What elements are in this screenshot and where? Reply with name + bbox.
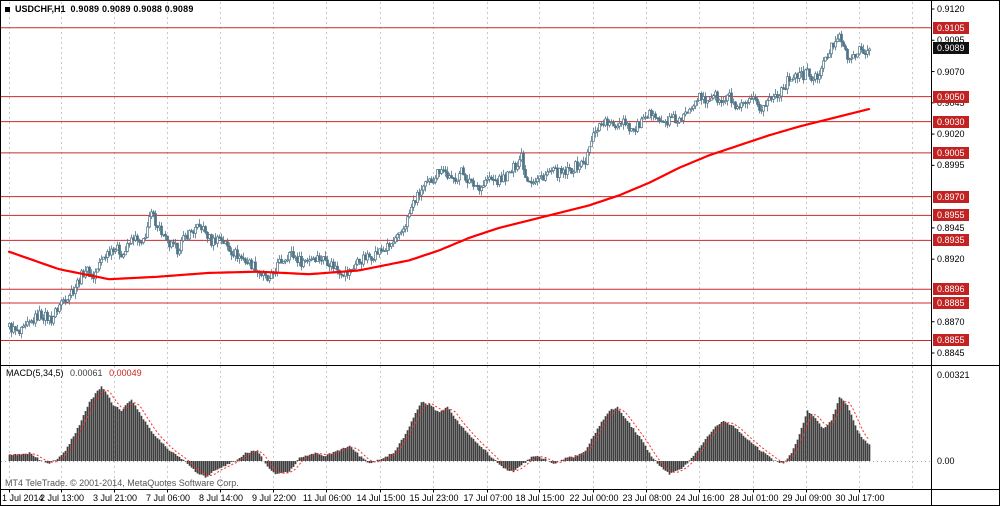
price-axis-label: 0.9070: [937, 66, 965, 77]
time-axis-label: 8 Jul 14:00: [198, 493, 244, 503]
price-axis-label: 0.9020: [937, 129, 965, 140]
price-level-badge: 0.8896: [933, 283, 969, 296]
price-level-badge: 0.8885: [933, 296, 969, 309]
price-level-badge: 0.8855: [933, 334, 969, 347]
macd-main-value: 0.00061: [70, 368, 103, 378]
time-axis-label: 29 Jul 09:00: [782, 493, 832, 503]
price-axis-label: 0.9120: [937, 4, 965, 14]
time-axis-label: 28 Jul 01:00: [729, 493, 779, 503]
macd-signal-value: 0.00049: [109, 368, 142, 378]
price-axis[interactable]: 0.9120 0.9095 0.9070 0.9045 0.9020 0.8995 0.89…: [932, 1, 999, 505]
chart-ohlc-values: 0.9089 0.9089 0.9088 0.9089: [70, 4, 194, 14]
time-axis-label: 17 Jul 07:00: [463, 493, 513, 503]
price-level-badge: 0.8955: [933, 209, 969, 222]
price-level-badge: 0.8970: [933, 190, 969, 203]
time-axis-label: 14 Jul 15:00: [356, 493, 406, 503]
chart-symbol-label: USDCHF,H1: [15, 4, 66, 14]
macd-axis-label: 0.00321: [937, 370, 970, 380]
price-level-badge: 0.8935: [933, 234, 969, 247]
time-axis-label: 3 Jul 21:00: [92, 493, 138, 503]
time-axis-label: 2 Jul 13:00: [39, 493, 85, 503]
time-axis-label: 24 Jul 16:00: [675, 493, 725, 503]
time-axis-label: 1 Jul 2014: [2, 493, 44, 503]
time-axis-label: 22 Jul 00:00: [569, 493, 619, 503]
price-axis-label: 0.9095: [937, 35, 965, 46]
time-axis[interactable]: 1 Jul 2014 2 Jul 13:00 3 Jul 21:00 7 Jul 06…: [1, 490, 931, 505]
chart-header: USDCHF,H1 0.9089 0.9089 0.9088 0.9089: [5, 4, 194, 14]
chart-symbol-icon: [5, 6, 10, 12]
time-axis-label: 30 Jul 17:00: [835, 493, 885, 503]
price-axis-label: 0.8920: [937, 254, 965, 265]
current-price-badge: 0.9089: [933, 41, 969, 54]
time-axis-label: 7 Jul 06:00: [145, 493, 191, 503]
price-axis-label: 0.8945: [937, 222, 965, 233]
time-axis-label: 9 Jul 22:00: [251, 493, 297, 503]
time-axis-label: 18 Jul 15:00: [515, 493, 565, 503]
macd-name: MACD(5,34,5): [6, 368, 64, 378]
time-axis-label: 11 Jul 06:00: [302, 493, 352, 503]
price-level-badge: 0.9005: [933, 146, 969, 159]
time-axis-label: 15 Jul 23:00: [409, 493, 459, 503]
time-axis-label: 23 Jul 08:00: [622, 493, 672, 503]
price-level-badge: 0.9030: [933, 115, 969, 128]
macd-axis-label: 0.00: [937, 456, 955, 466]
price-axis-label: 0.8870: [937, 316, 965, 327]
price-axis-label: 0.9045: [937, 97, 965, 108]
macd-indicator-label: MACD(5,34,5) 0.00061 0.00049: [6, 368, 142, 378]
price-level-badge: 0.9050: [933, 90, 969, 103]
price-axis-label: 0.8995: [937, 160, 965, 171]
price-level-badge: 0.9105: [933, 21, 969, 34]
copyright-text: MT4 TeleTrade. © 2001-2014, MetaQuotes S…: [5, 478, 239, 488]
price-axis-label: 0.8845: [937, 348, 965, 358]
